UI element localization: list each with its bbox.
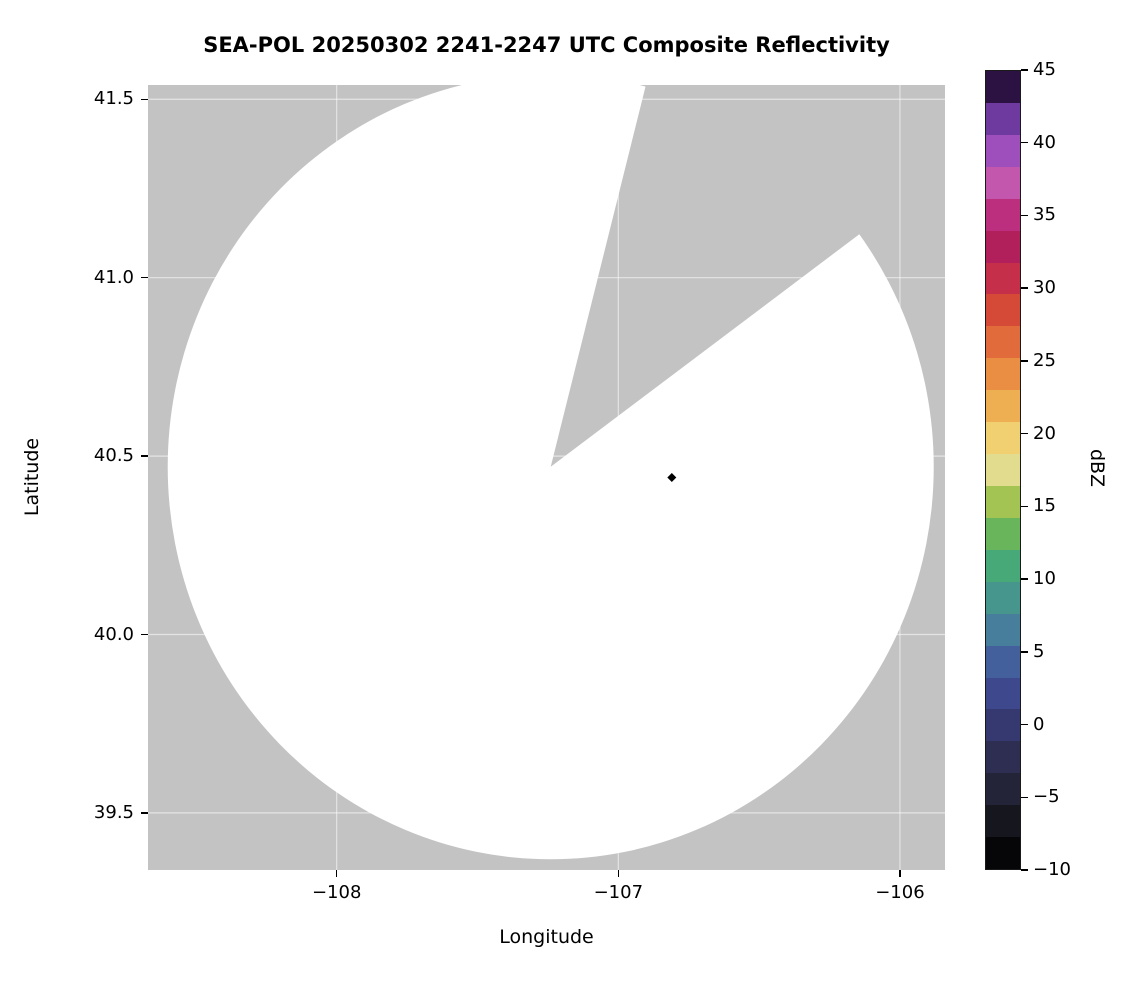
colorbar-tick-label: 0 <box>1033 713 1045 735</box>
y-tick-mark <box>141 455 148 457</box>
colorbar-tick-mark <box>1021 432 1028 435</box>
colorbar-tick-mark <box>1021 287 1028 289</box>
colorbar-tick-label: 35 <box>1033 204 1056 226</box>
colorbar-tick-label: 15 <box>1033 495 1056 517</box>
chart-title: SEA-POL 20250302 2241-2247 UTC Composite… <box>203 33 890 57</box>
colorbar-band <box>986 166 1020 199</box>
colorbar-band <box>986 517 1020 550</box>
colorbar-tick-mark <box>1021 360 1028 362</box>
colorbar-tick-label: 40 <box>1033 131 1056 153</box>
colorbar-band <box>986 773 1020 806</box>
colorbar-band <box>986 294 1020 327</box>
x-tick-mark <box>335 870 338 877</box>
colorbar-tick-label: 30 <box>1033 277 1056 299</box>
colorbar-band <box>986 645 1020 678</box>
y-tick-mark <box>141 276 148 279</box>
colorbar-tick-label: 10 <box>1033 568 1056 590</box>
plot-area <box>148 85 945 870</box>
colorbar-band <box>986 677 1020 710</box>
x-tick-label: −106 <box>875 882 925 903</box>
colorbar-tick-mark <box>1021 578 1028 580</box>
colorbar-band <box>986 390 1020 423</box>
colorbar-band <box>986 805 1020 838</box>
colorbar-band <box>986 71 1020 103</box>
colorbar-band <box>986 485 1020 518</box>
y-tick-label: 41.5 <box>93 88 134 110</box>
colorbar-band <box>986 454 1020 486</box>
colorbar-tick-label: 25 <box>1033 349 1056 371</box>
colorbar-band <box>986 741 1020 774</box>
colorbar-tick-mark <box>1021 651 1028 653</box>
colorbar-tick-mark <box>1021 505 1028 508</box>
x-tick-label: −107 <box>593 882 644 903</box>
colorbar-band <box>986 262 1020 295</box>
colorbar-unit-label: dBZ <box>1086 448 1108 488</box>
radar-map <box>148 85 945 870</box>
colorbar-band <box>986 134 1020 167</box>
colorbar-band <box>986 549 1020 582</box>
y-tick-mark <box>141 812 148 814</box>
colorbar-tick-mark <box>1021 214 1028 217</box>
colorbar-tick-label: −5 <box>1033 786 1060 808</box>
y-tick-mark <box>141 98 148 101</box>
colorbar-band <box>986 709 1020 742</box>
y-tick-label: 41.0 <box>93 266 134 288</box>
colorbar-band <box>986 198 1020 231</box>
y-axis-label: Latitude <box>21 437 43 517</box>
colorbar-band <box>986 102 1020 135</box>
colorbar-gradient <box>986 71 1020 870</box>
colorbar-band <box>986 358 1020 391</box>
colorbar-band <box>986 326 1020 359</box>
x-tick-label: −108 <box>311 882 362 903</box>
colorbar-tick-mark <box>1021 141 1028 144</box>
missing-data-sector <box>550 85 945 467</box>
site-marker <box>667 473 677 482</box>
x-tick-mark <box>899 870 901 877</box>
colorbar-tick-mark <box>1021 69 1028 71</box>
colorbar-tick-mark <box>1021 723 1028 726</box>
x-tick-mark <box>617 870 620 877</box>
colorbar-band <box>986 613 1020 646</box>
y-tick-mark <box>141 633 148 636</box>
colorbar-tick-label: 5 <box>1033 640 1045 662</box>
colorbar-band <box>986 581 1020 614</box>
colorbar-tick-mark <box>1021 869 1028 871</box>
y-tick-label: 40.5 <box>93 445 134 467</box>
colorbar-tick-mark <box>1021 796 1028 799</box>
colorbar-tick-label: 20 <box>1033 422 1056 444</box>
colorbar <box>985 70 1021 870</box>
colorbar-tick-label: 45 <box>1033 59 1056 80</box>
colorbar-band <box>986 422 1020 455</box>
colorbar-band <box>986 230 1020 263</box>
y-tick-label: 39.5 <box>93 801 134 823</box>
y-tick-label: 40.0 <box>93 623 134 645</box>
colorbar-tick-label: −10 <box>1033 859 1071 880</box>
colorbar-band <box>986 837 1020 870</box>
x-axis-label: Longitude <box>499 926 594 948</box>
